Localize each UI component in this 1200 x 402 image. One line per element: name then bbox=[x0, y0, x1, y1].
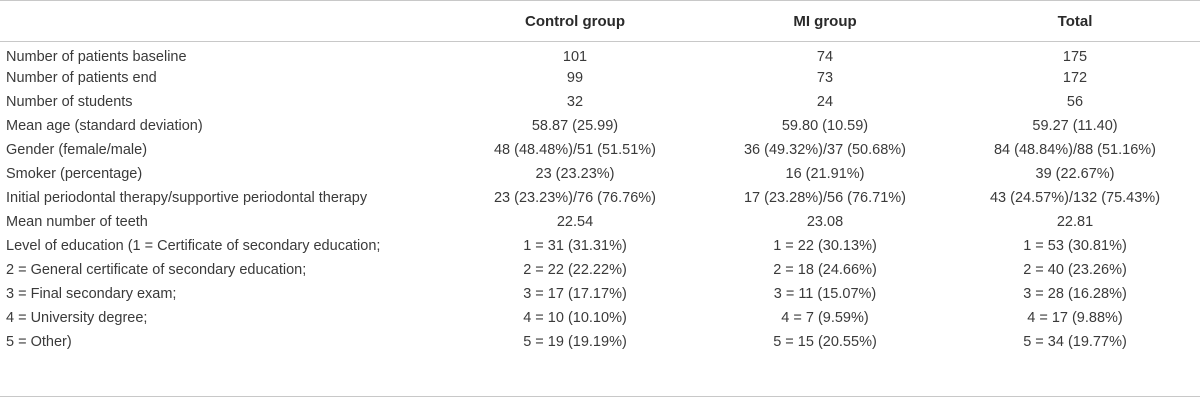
cell-mi-group: 24 bbox=[816, 93, 834, 110]
row-label: Number of patients end bbox=[6, 69, 157, 86]
cell-total: 2 = 40 (23.26%) bbox=[1023, 261, 1127, 278]
cell-control-group: 1 = 31 (31.31%) bbox=[523, 237, 627, 254]
cell-control-group: 58.87 (25.99) bbox=[531, 117, 619, 134]
cell-mi-group: 5 = 15 (20.55%) bbox=[773, 333, 877, 350]
demographics-table: Control group MI group Total Number of p… bbox=[0, 0, 1200, 354]
cell-mi-group: 2 = 18 (24.66%) bbox=[773, 261, 877, 278]
cell-control-group: 48 (48.48%)/51 (51.51%) bbox=[493, 141, 656, 158]
table-row: Initial periodontal therapy/supportive p… bbox=[0, 186, 1200, 210]
row-label: Mean number of teeth bbox=[6, 213, 148, 230]
table-row: 5 = Other) 5 = 19 (19.19%) 5 = 15 (20.55%)… bbox=[0, 330, 1200, 354]
cell-mi-group: 59.80 (10.59) bbox=[781, 117, 869, 134]
cell-mi-group: 74 bbox=[816, 48, 834, 65]
row-label: Number of patients baseline bbox=[6, 48, 187, 65]
table-row: Number of students 32 24 56 bbox=[0, 90, 1200, 114]
cell-control-group: 32 bbox=[566, 93, 584, 110]
row-label: 4 = University degree; bbox=[6, 309, 148, 326]
cell-control-group: 23 (23.23%) bbox=[535, 165, 615, 182]
row-label: Level of education (1 = Certificate of s… bbox=[6, 237, 381, 254]
cell-control-group: 5 = 19 (19.19%) bbox=[523, 333, 627, 350]
table-row: Smoker (percentage) 23 (23.23%) 16 (21.91%… bbox=[0, 162, 1200, 186]
table-row: 2 = General certificate of secondary edu… bbox=[0, 258, 1200, 282]
table-row: Mean age (standard deviation) 58.87 (25.9… bbox=[0, 114, 1200, 138]
table-body: Number of patients baseline 101 74 175 Numbe… bbox=[0, 42, 1200, 354]
cell-control-group: 23 (23.23%)/76 (76.76%) bbox=[493, 189, 656, 206]
row-label: 5 = Other) bbox=[6, 333, 72, 350]
table-row: 4 = University degree; 4 = 10 (10.10%) 4 =… bbox=[0, 306, 1200, 330]
header-row: Control group MI group Total bbox=[0, 0, 1200, 42]
table-row: Gender (female/male) 48 (48.48%)/51 (51.5… bbox=[0, 138, 1200, 162]
cell-total: 5 = 34 (19.77%) bbox=[1023, 333, 1127, 350]
cell-control-group: 101 bbox=[562, 48, 588, 65]
cell-mi-group: 4 = 7 (9.59%) bbox=[781, 309, 869, 326]
cell-control-group: 22.54 bbox=[556, 213, 594, 230]
table-row: Mean number of teeth 22.54 23.08 22.81 bbox=[0, 210, 1200, 234]
cell-mi-group: 36 (49.32%)/37 (50.68%) bbox=[743, 141, 906, 158]
cell-control-group: 4 = 10 (10.10%) bbox=[523, 309, 627, 326]
cell-total: 43 (24.57%)/132 (75.43%) bbox=[989, 189, 1161, 206]
cell-total: 59.27 (11.40) bbox=[1032, 117, 1118, 134]
cell-mi-group: 17 (23.28%)/56 (76.71%) bbox=[743, 189, 906, 206]
cell-mi-group: 1 = 22 (30.13%) bbox=[773, 237, 877, 254]
row-label: 2 = General certificate of secondary edu… bbox=[6, 261, 307, 278]
cell-mi-group: 23.08 bbox=[806, 213, 844, 230]
cell-total: 3 = 28 (16.28%) bbox=[1023, 285, 1127, 302]
cell-control-group: 99 bbox=[566, 69, 584, 86]
table-header: Control group MI group Total bbox=[0, 0, 1200, 42]
row-label: Gender (female/male) bbox=[6, 141, 148, 158]
table-row: Number of patients end 99 73 172 bbox=[0, 66, 1200, 90]
cell-total: 1 = 53 (30.81%) bbox=[1023, 237, 1127, 254]
table-row: Level of education (1 = Certificate of s… bbox=[0, 234, 1200, 258]
cell-control-group: 2 = 22 (22.22%) bbox=[523, 261, 627, 278]
cell-total: 84 (48.84%)/88 (51.16%) bbox=[993, 141, 1156, 158]
row-label: Mean age (standard deviation) bbox=[6, 117, 203, 134]
row-label: 3 = Final secondary exam; bbox=[6, 285, 177, 302]
cell-total: 172 bbox=[1062, 69, 1088, 86]
cell-total: 4 = 17 (9.88%) bbox=[1027, 309, 1123, 326]
table-row: 3 = Final secondary exam; 3 = 17 (17.17%)… bbox=[0, 282, 1200, 306]
cell-mi-group: 16 (21.91%) bbox=[785, 165, 865, 182]
row-label: Smoker (percentage) bbox=[6, 165, 143, 182]
cell-control-group: 3 = 17 (17.17%) bbox=[523, 285, 627, 302]
header-mi-group: MI group bbox=[700, 0, 950, 42]
cell-total: 22.81 bbox=[1056, 213, 1094, 230]
row-label: Number of students bbox=[6, 93, 133, 110]
bottom-rule bbox=[0, 396, 1200, 397]
cell-total: 39 (22.67%) bbox=[1035, 165, 1115, 182]
header-label-column bbox=[0, 0, 450, 42]
table-row: Number of patients baseline 101 74 175 bbox=[0, 42, 1200, 66]
header-total: Total bbox=[950, 0, 1200, 42]
cell-total: 175 bbox=[1062, 48, 1088, 65]
header-control-group: Control group bbox=[450, 0, 700, 42]
cell-mi-group: 3 = 11 (15.07%) bbox=[773, 285, 877, 302]
cell-mi-group: 73 bbox=[816, 69, 834, 86]
cell-total: 56 bbox=[1066, 93, 1084, 110]
row-label: Initial periodontal therapy/supportive p… bbox=[6, 189, 368, 206]
